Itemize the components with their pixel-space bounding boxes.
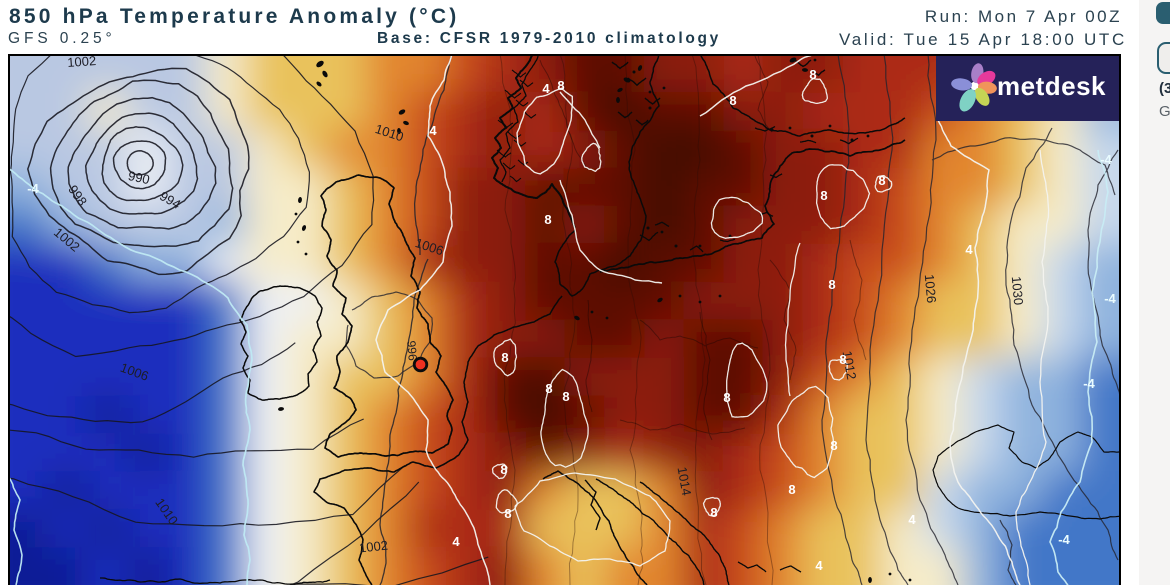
svg-text:8: 8 <box>723 390 730 405</box>
svg-text:1026: 1026 <box>922 274 939 304</box>
svg-text:8: 8 <box>710 505 717 520</box>
svg-text:8: 8 <box>545 381 552 396</box>
svg-text:1002: 1002 <box>67 56 97 70</box>
svg-text:4: 4 <box>965 242 973 257</box>
svg-text:-4: -4 <box>1104 291 1116 306</box>
svg-text:8: 8 <box>878 173 885 188</box>
svg-text:8: 8 <box>820 188 827 203</box>
svg-text:-4: -4 <box>27 181 39 196</box>
svg-text:4: 4 <box>542 81 550 96</box>
svg-text:8: 8 <box>500 462 507 477</box>
svg-text:8: 8 <box>830 438 837 453</box>
svg-text:990: 990 <box>127 168 151 187</box>
svg-text:996: 996 <box>404 340 420 361</box>
svg-text:1014: 1014 <box>675 466 695 497</box>
svg-text:8: 8 <box>504 506 511 521</box>
svg-text:4: 4 <box>429 123 437 138</box>
svg-text:4: 4 <box>815 558 823 573</box>
svg-text:-4: -4 <box>1058 532 1070 547</box>
svg-text:8: 8 <box>557 78 564 93</box>
svg-text:8: 8 <box>809 67 816 82</box>
svg-text:8: 8 <box>501 350 508 365</box>
svg-text:8: 8 <box>839 352 846 367</box>
svg-text:8: 8 <box>729 93 736 108</box>
svg-text:1012: 1012 <box>840 350 860 381</box>
svg-text:4: 4 <box>908 512 916 527</box>
svg-text:1030: 1030 <box>1009 276 1026 306</box>
svg-text:8: 8 <box>562 389 569 404</box>
svg-text:4: 4 <box>452 534 460 549</box>
svg-text:8: 8 <box>788 482 795 497</box>
svg-text:-4: -4 <box>1083 376 1095 391</box>
svg-text:8: 8 <box>544 212 551 227</box>
svg-text:metdesk: metdesk <box>997 71 1106 101</box>
svg-text:1002: 1002 <box>358 538 388 556</box>
svg-text:8: 8 <box>828 277 835 292</box>
svg-text:-4: -4 <box>1100 152 1112 167</box>
